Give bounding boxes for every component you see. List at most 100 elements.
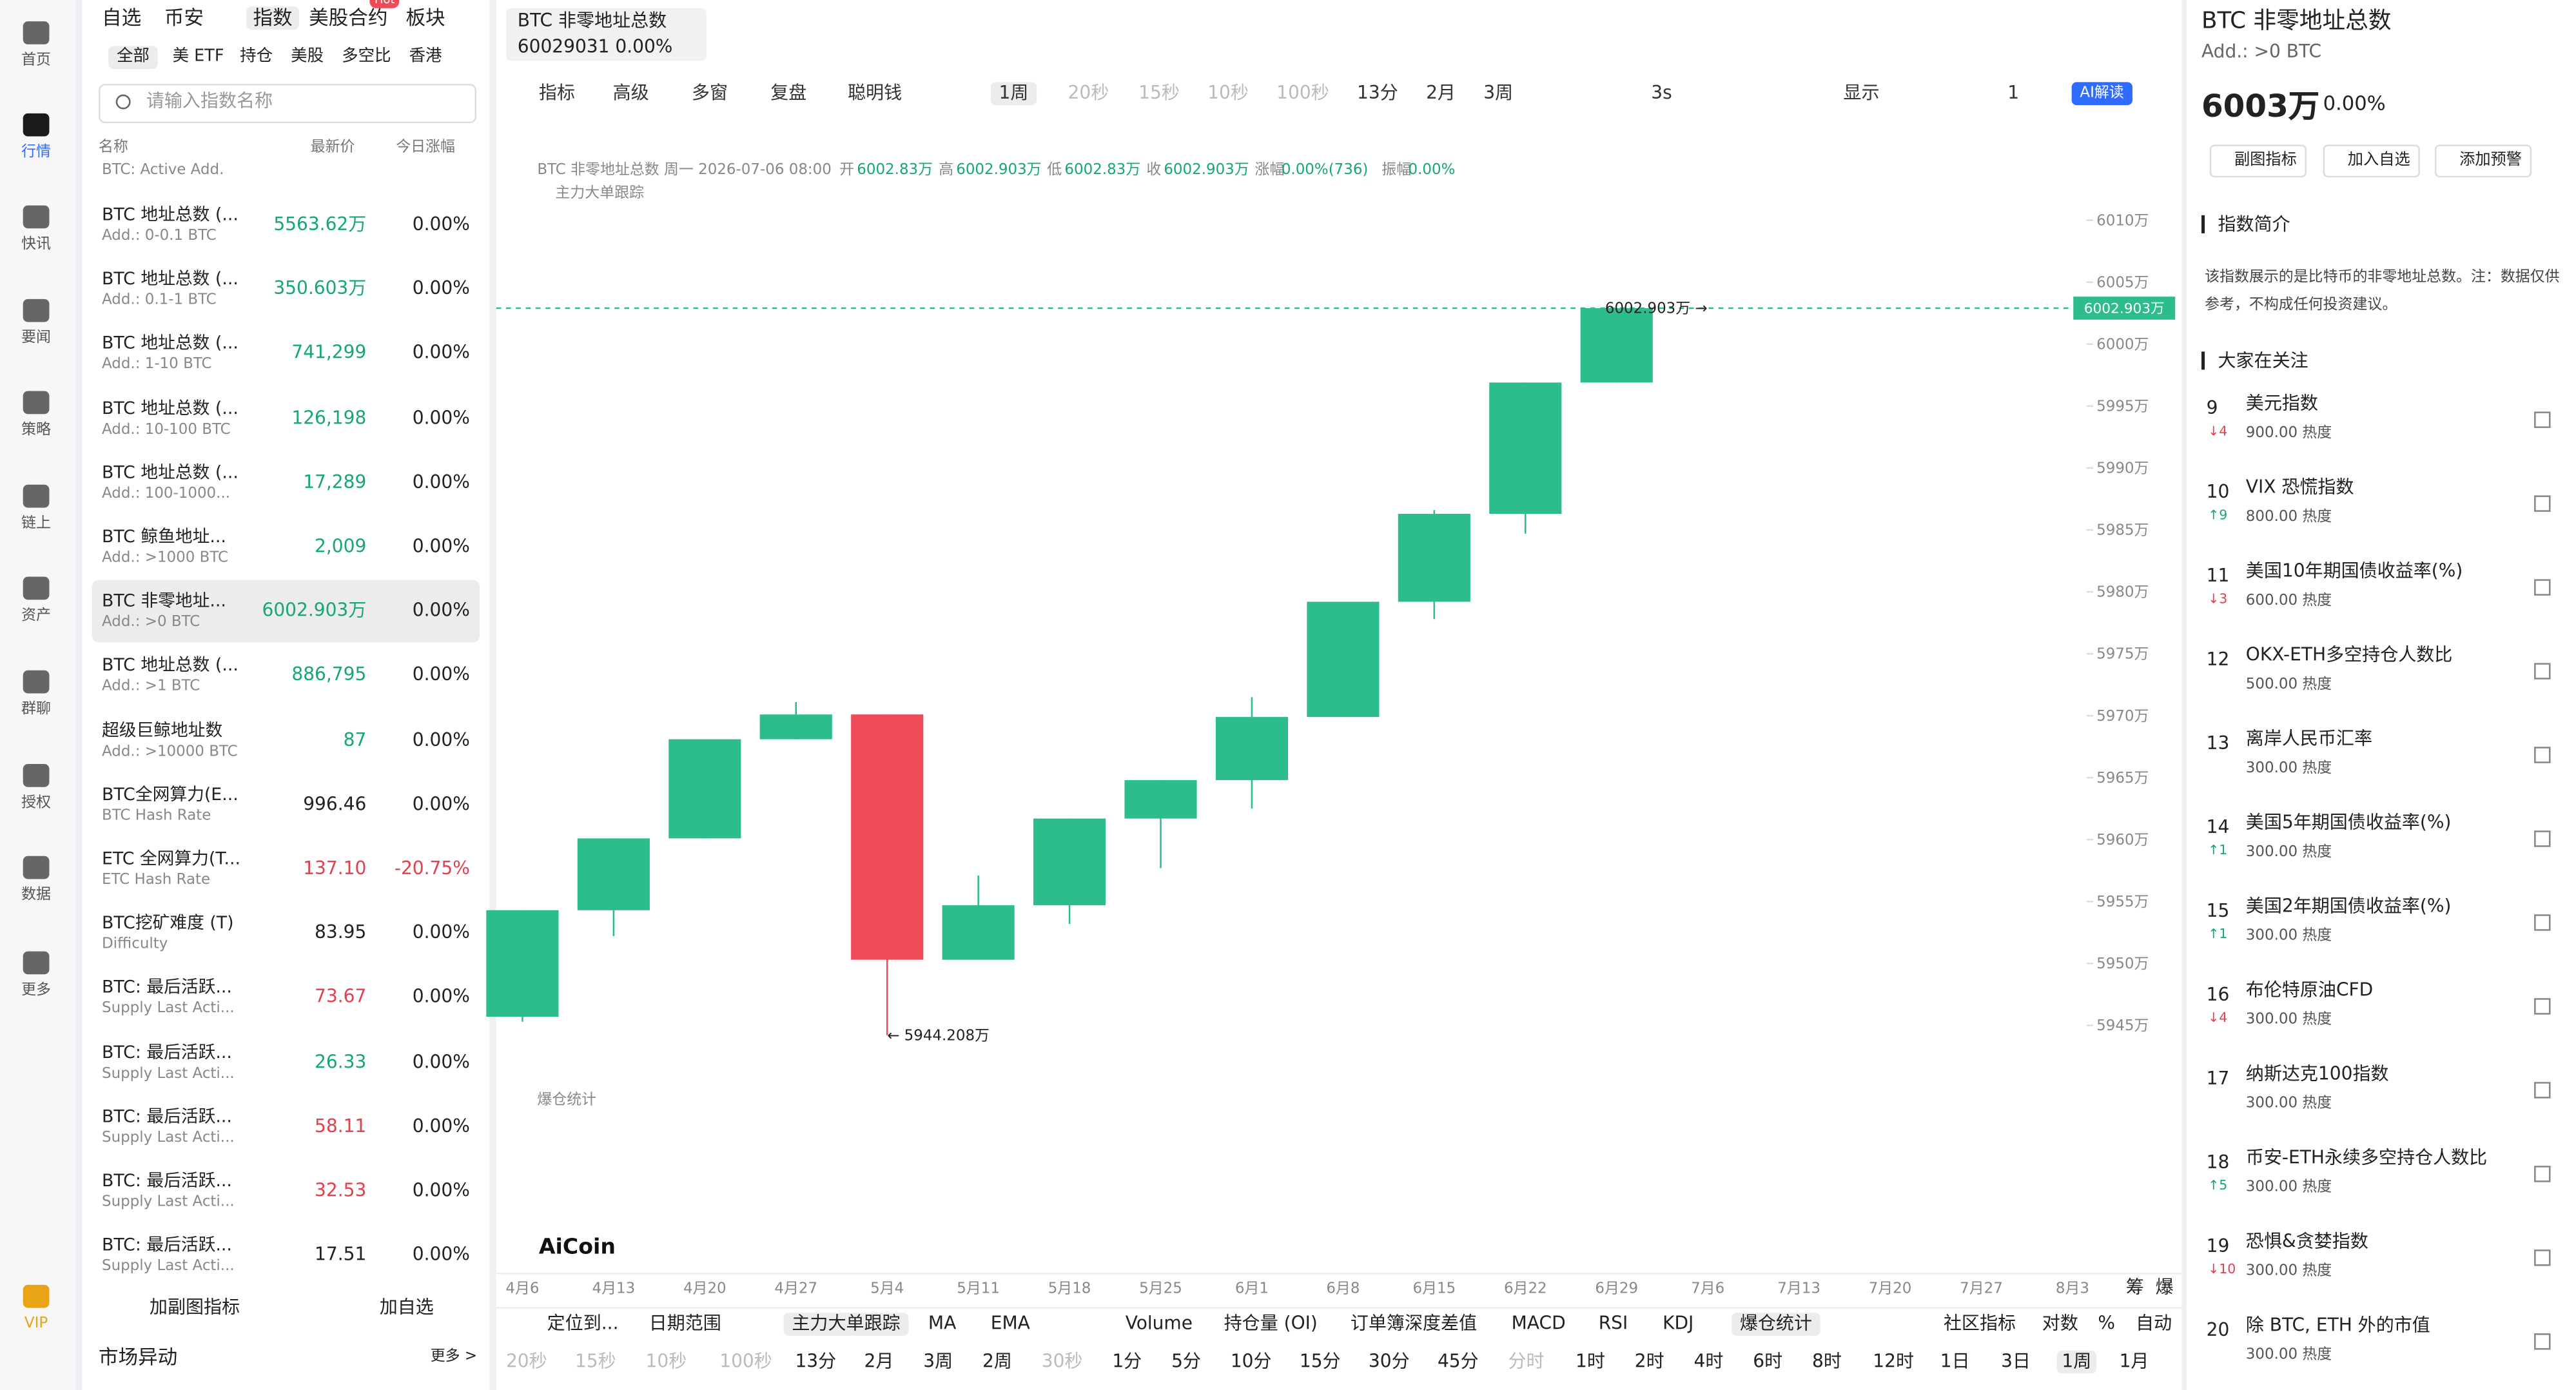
bottom-tool[interactable]: 对数 <box>2042 1313 2078 1335</box>
toolbar-item[interactable]: 100秒 <box>1276 82 1329 104</box>
period[interactable]: 13分 <box>795 1350 837 1372</box>
period[interactable]: 3日 <box>2001 1350 2031 1372</box>
toolbar-item[interactable]: 指标 <box>538 82 575 104</box>
toolbar-item[interactable]: 3s <box>1651 82 1672 104</box>
period[interactable]: 1月 <box>2119 1350 2149 1372</box>
sub-tab[interactable]: 持仓 <box>240 47 273 66</box>
period[interactable]: 10分 <box>1230 1350 1272 1372</box>
bottom-tool[interactable]: 自动 <box>2136 1313 2172 1335</box>
bottom-tool[interactable]: MA <box>928 1313 957 1335</box>
market-tab[interactable]: 指数 <box>246 6 299 30</box>
toolbar-item[interactable]: 1周 <box>990 82 1037 106</box>
sidebar-item[interactable]: 快讯 <box>21 236 52 253</box>
watch-name[interactable]: 美国10年期国债收益率(%) <box>2245 560 2463 582</box>
sidebar-item[interactable]: 授权 <box>21 795 52 812</box>
period[interactable]: 30秒 <box>1041 1350 1083 1372</box>
bottom-tool[interactable]: KDJ <box>1663 1313 1694 1335</box>
period[interactable]: 4时 <box>1693 1350 1724 1372</box>
bottom-tool[interactable]: 爆仓统计 <box>1732 1313 1820 1336</box>
toolbar-item[interactable]: 3周 <box>1483 82 1514 104</box>
sidebar-item[interactable]: 链上 <box>21 516 52 533</box>
toolbar-item[interactable]: 聪明钱 <box>848 82 903 104</box>
detail-button[interactable]: 加入自选 <box>2323 144 2420 178</box>
toolbar-item[interactable]: 10秒 <box>1207 82 1249 104</box>
period[interactable]: 15分 <box>1299 1350 1341 1372</box>
toolbar-item[interactable]: 13分 <box>1357 82 1398 104</box>
period[interactable]: 2月 <box>864 1350 894 1372</box>
toolbar-item[interactable]: 多窗 <box>691 82 728 104</box>
bottom-tool[interactable]: 日期范围 <box>649 1313 721 1335</box>
bottom-tool[interactable]: 主力大单跟踪 <box>783 1313 909 1336</box>
row-name[interactable]: BTC 地址总数 (... <box>102 463 239 483</box>
market-tab[interactable]: 板块 <box>405 6 445 30</box>
row-name[interactable]: BTC全网算力(E... <box>102 785 239 805</box>
add-indicator[interactable]: 加副图指标 <box>149 1296 240 1318</box>
period[interactable]: 15秒 <box>574 1350 616 1372</box>
sidebar-item[interactable]: 策略 <box>21 422 52 439</box>
period[interactable]: 10秒 <box>645 1350 687 1372</box>
watch-name[interactable]: 美国5年期国债收益率(%) <box>2245 811 2452 834</box>
period[interactable]: 3周 <box>923 1350 953 1372</box>
watch-name[interactable]: 布伦特原油CFD <box>2245 979 2374 1001</box>
row-name[interactable]: BTC 地址总数 (... <box>102 269 239 290</box>
sub-tab[interactable]: 全部 <box>108 46 158 70</box>
sub-tab[interactable]: 美股 <box>291 47 324 66</box>
period[interactable]: 分时 <box>1508 1350 1545 1372</box>
sub-tab[interactable]: 香港 <box>409 47 442 66</box>
period[interactable]: 1日 <box>1940 1350 1970 1372</box>
period[interactable]: 2周 <box>982 1350 1012 1372</box>
row-name[interactable]: BTC 非零地址... <box>102 591 226 612</box>
toolbar-item[interactable]: AI解读 <box>2071 82 2132 106</box>
sidebar-item[interactable]: 群聊 <box>21 701 52 718</box>
toolbar-item[interactable]: 高级 <box>612 82 649 104</box>
sidebar-item[interactable]: 资产 <box>21 607 52 625</box>
bottom-tool[interactable]: 持仓量 (OI) <box>1224 1313 1318 1335</box>
bottom-tool[interactable]: 定位到... <box>547 1313 619 1335</box>
toolbar-item[interactable]: 20秒 <box>1068 82 1109 104</box>
market-alert[interactable]: 市场异动 <box>98 1346 178 1369</box>
bottom-tool[interactable]: RSI <box>1598 1313 1628 1335</box>
row-name[interactable]: ETC 全网算力(T... <box>102 849 241 870</box>
sidebar-item[interactable]: VIP <box>24 1316 48 1333</box>
watch-name[interactable]: OKX-ETH多空持仓人数比 <box>2245 644 2453 666</box>
bottom-tool[interactable]: % <box>2098 1313 2116 1335</box>
row-name[interactable]: BTC: 最后活跃... <box>102 1107 232 1127</box>
watch-name[interactable]: 纳斯达克100指数 <box>2245 1062 2389 1085</box>
row-name[interactable]: BTC: 最后活跃... <box>102 1235 232 1256</box>
sidebar-item[interactable]: 要闻 <box>21 330 52 347</box>
row-name[interactable]: BTC 地址总数 (... <box>102 334 239 354</box>
period[interactable]: 1时 <box>1576 1350 1605 1372</box>
row-name[interactable]: BTC挖矿难度 (T) <box>102 914 234 934</box>
detail-button[interactable]: 副图指标 <box>2209 144 2307 178</box>
period[interactable]: 5分 <box>1171 1350 1201 1372</box>
toolbar-item[interactable]: 显示 <box>1843 82 1880 104</box>
add-watchlist[interactable]: 加自选 <box>379 1296 434 1318</box>
watch-name[interactable]: 除 BTC, ETH 外的市值 <box>2245 1314 2430 1336</box>
row-name[interactable]: BTC 地址总数 (... <box>102 656 239 676</box>
sidebar-item[interactable]: 更多 <box>21 983 52 999</box>
watch-name[interactable]: 美元指数 <box>2245 393 2318 415</box>
sidebar-item[interactable]: 行情 <box>21 144 52 161</box>
period[interactable]: 8时 <box>1811 1350 1842 1372</box>
sub-tab[interactable]: 美 ETF <box>172 47 224 66</box>
bottom-tool[interactable]: 订单簿深度差值 <box>1350 1313 1478 1335</box>
watch-name[interactable]: 美国2年期国债收益率(%) <box>2245 895 2452 917</box>
sidebar-item[interactable]: 首页 <box>21 52 52 70</box>
period[interactable]: 45分 <box>1437 1350 1479 1372</box>
more-link[interactable]: 更多 > <box>430 1349 478 1366</box>
search-box[interactable] <box>98 83 477 124</box>
bottom-tool[interactable]: EMA <box>990 1313 1030 1335</box>
row-name[interactable]: BTC 地址总数 (... <box>102 398 239 418</box>
period[interactable]: 20秒 <box>505 1350 547 1372</box>
market-tab[interactable]: 币安 <box>164 6 204 30</box>
watch-name[interactable]: 币安-ETH永续多空持仓人数比 <box>2245 1146 2488 1168</box>
sub-tab[interactable]: 多空比 <box>342 47 391 66</box>
bottom-tool[interactable]: MACD <box>1511 1313 1566 1335</box>
row-name[interactable]: BTC 地址总数 (... <box>102 205 239 226</box>
row-name[interactable]: 超级巨鲸地址数 <box>102 720 223 741</box>
period[interactable]: 2时 <box>1634 1350 1664 1372</box>
watch-name[interactable]: 离岸人民币汇率 <box>2245 727 2373 750</box>
toolbar-item[interactable]: 2月 <box>1426 82 1456 104</box>
period[interactable]: 30分 <box>1368 1350 1410 1372</box>
sidebar-item[interactable]: 数据 <box>21 887 52 904</box>
